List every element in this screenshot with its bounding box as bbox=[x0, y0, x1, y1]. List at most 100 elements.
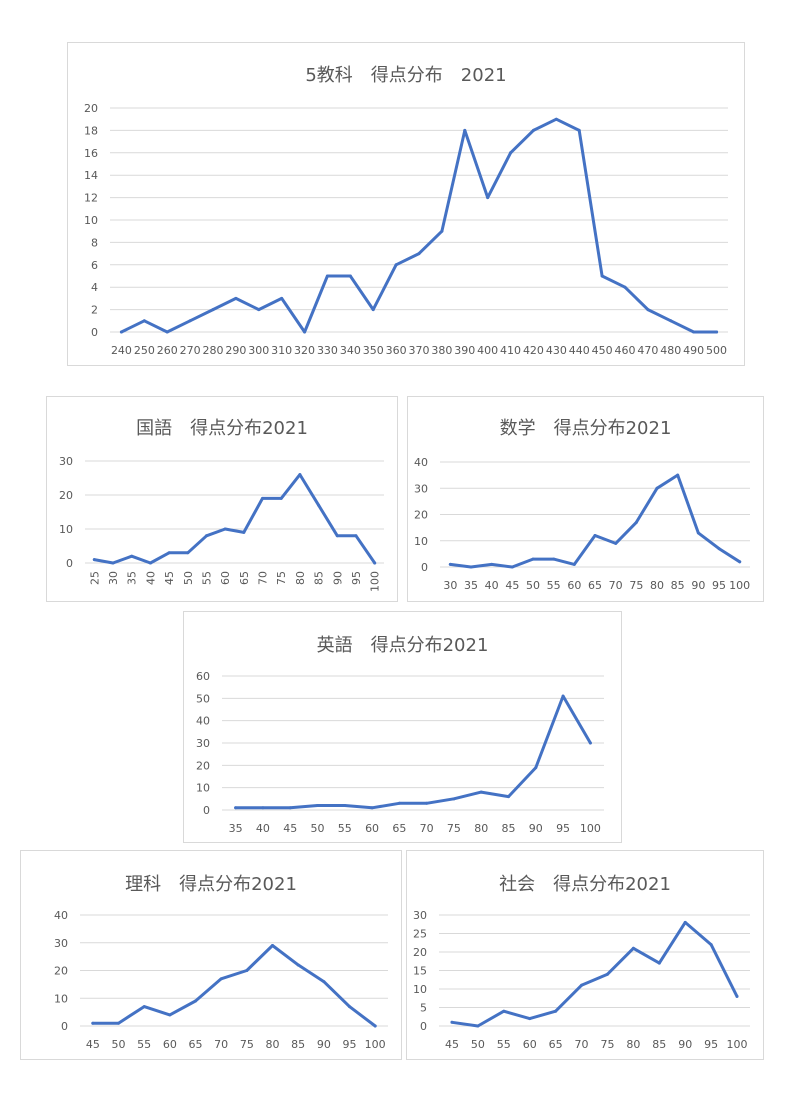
chart-title: 社会 得点分布2021 bbox=[499, 874, 671, 895]
y-tick-label: 8 bbox=[91, 236, 98, 249]
data-point bbox=[554, 117, 558, 121]
series-line bbox=[234, 694, 592, 810]
x-tick-label: 45 bbox=[283, 822, 297, 835]
x-tick-label: 75 bbox=[600, 1038, 614, 1051]
y-tick-label: 0 bbox=[91, 326, 98, 339]
x-tick-label: 55 bbox=[547, 579, 561, 592]
x-tick-label: 35 bbox=[464, 579, 478, 592]
x-tick-label: 25 bbox=[88, 571, 101, 585]
data-point bbox=[165, 330, 169, 334]
x-tick-label: 420 bbox=[523, 344, 544, 357]
x-tick-label: 450 bbox=[592, 344, 613, 357]
y-tick-label: 50 bbox=[196, 692, 210, 705]
data-point bbox=[322, 980, 326, 984]
data-point bbox=[735, 994, 739, 998]
y-tick-label: 5 bbox=[420, 1002, 427, 1015]
data-point bbox=[600, 274, 604, 278]
data-point bbox=[335, 534, 339, 538]
x-tick-label: 100 bbox=[580, 822, 601, 835]
x-tick-label: 85 bbox=[291, 1038, 305, 1051]
x-tick-label: 90 bbox=[331, 571, 344, 585]
data-point bbox=[370, 806, 374, 810]
data-point bbox=[614, 541, 618, 545]
data-point bbox=[738, 560, 742, 564]
data-point bbox=[130, 554, 134, 558]
data-point bbox=[605, 972, 609, 976]
x-tick-label: 95 bbox=[343, 1038, 357, 1051]
y-tick-label: 20 bbox=[84, 102, 98, 115]
data-point bbox=[554, 1009, 558, 1013]
data-point bbox=[634, 520, 638, 524]
x-tick-label: 460 bbox=[615, 344, 636, 357]
x-tick-label: 40 bbox=[256, 822, 270, 835]
data-point bbox=[572, 562, 576, 566]
data-point bbox=[669, 319, 673, 323]
data-point bbox=[577, 128, 581, 132]
chart-plot: 0 10 20 30 40 50 60 35 40 45 50 55 60 65 70 75 80 85 90 95 1… bbox=[196, 670, 604, 835]
data-point bbox=[325, 274, 329, 278]
data-point bbox=[417, 252, 421, 256]
x-tick-label: 70 bbox=[214, 1038, 228, 1051]
data-point bbox=[261, 806, 265, 810]
y-tick-label: 30 bbox=[414, 482, 428, 495]
x-tick-label: 100 bbox=[365, 1038, 386, 1051]
x-tick-label: 260 bbox=[157, 344, 178, 357]
x-tick-label: 270 bbox=[180, 344, 201, 357]
data-point bbox=[657, 961, 661, 965]
x-tick-label: 80 bbox=[626, 1038, 640, 1051]
y-tick-label: 15 bbox=[413, 965, 427, 978]
data-point bbox=[502, 1009, 506, 1013]
data-point bbox=[534, 766, 538, 770]
data-point bbox=[623, 285, 627, 289]
data-point bbox=[394, 263, 398, 267]
x-tick-label: 45 bbox=[163, 571, 176, 585]
data-point bbox=[580, 983, 584, 987]
data-point bbox=[476, 1024, 480, 1028]
x-tick-label: 65 bbox=[189, 1038, 203, 1051]
x-tick-label: 60 bbox=[523, 1038, 537, 1051]
data-point bbox=[507, 795, 510, 799]
data-point bbox=[280, 296, 284, 300]
x-tick-label: 430 bbox=[546, 344, 567, 357]
chart-science: 理科 得点分布2021 0 10 20 30 40 45 50 55 60 65 70 75 80 85 9… bbox=[20, 850, 402, 1060]
x-tick-label: 55 bbox=[338, 822, 352, 835]
data-point bbox=[528, 1017, 532, 1021]
x-tick-label: 65 bbox=[392, 822, 406, 835]
data-point bbox=[142, 319, 146, 323]
chart-title: 理科 得点分布2021 bbox=[125, 874, 297, 895]
data-point bbox=[425, 801, 429, 805]
chart-title: 国語 得点分布2021 bbox=[136, 418, 308, 439]
data-point bbox=[593, 534, 597, 537]
data-point bbox=[257, 308, 261, 312]
data-point bbox=[167, 551, 171, 555]
data-point bbox=[119, 330, 123, 334]
data-point bbox=[117, 1021, 120, 1025]
x-tick-label: 80 bbox=[650, 579, 664, 592]
chart-title: 5教科 得点分布 2021 bbox=[305, 65, 507, 86]
data-point bbox=[561, 694, 565, 698]
x-tick-label: 370 bbox=[409, 344, 430, 357]
y-tick-label: 0 bbox=[61, 1020, 68, 1033]
y-tick-label: 16 bbox=[84, 147, 98, 160]
x-tick-label: 85 bbox=[502, 822, 516, 835]
x-tick-label: 65 bbox=[238, 571, 251, 585]
x-tick-label: 95 bbox=[712, 579, 726, 592]
chart-plot: 0 10 20 30 40 30 35 40 45 50 55 60 65 70 75 80 85 90 95 100 bbox=[414, 456, 750, 592]
x-tick-label: 90 bbox=[678, 1038, 692, 1051]
data-point bbox=[479, 790, 483, 794]
x-tick-label: 250 bbox=[134, 344, 155, 357]
data-point bbox=[552, 557, 556, 561]
data-point bbox=[316, 804, 319, 808]
x-tick-label: 90 bbox=[691, 579, 705, 592]
x-tick-label: 360 bbox=[386, 344, 407, 357]
x-tick-label: 50 bbox=[311, 822, 325, 835]
x-tick-label: 480 bbox=[660, 344, 681, 357]
x-tick-label: 55 bbox=[200, 571, 213, 585]
data-point bbox=[288, 806, 292, 810]
data-point bbox=[142, 1005, 146, 1009]
x-tick-label: 290 bbox=[225, 344, 246, 357]
y-tick-label: 0 bbox=[421, 561, 428, 574]
data-point bbox=[223, 527, 227, 531]
y-tick-label: 4 bbox=[91, 281, 98, 294]
y-tick-label: 12 bbox=[84, 192, 98, 205]
